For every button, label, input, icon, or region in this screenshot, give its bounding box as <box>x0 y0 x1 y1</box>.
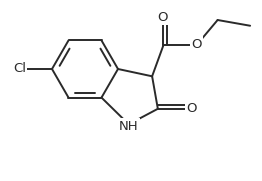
Text: O: O <box>191 38 202 51</box>
Text: NH: NH <box>119 120 139 133</box>
Text: Cl: Cl <box>13 62 26 75</box>
Text: O: O <box>187 102 197 115</box>
Text: O: O <box>157 11 168 24</box>
